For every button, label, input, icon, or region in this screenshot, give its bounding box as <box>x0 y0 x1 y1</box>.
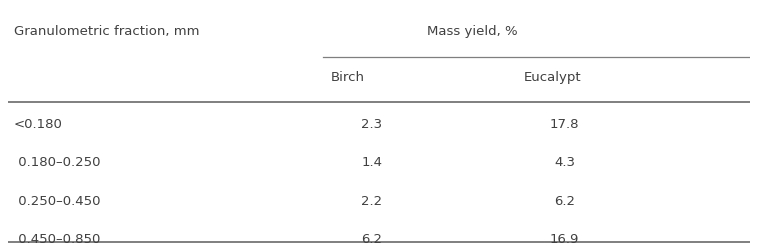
Text: 6.2: 6.2 <box>554 194 575 207</box>
Text: Eucalypt: Eucalypt <box>524 71 581 83</box>
Text: 0.450–0.850: 0.450–0.850 <box>14 232 100 245</box>
Text: Mass yield, %: Mass yield, % <box>428 25 518 38</box>
Text: 16.9: 16.9 <box>550 232 579 245</box>
Text: 4.3: 4.3 <box>554 156 575 169</box>
Text: 0.180–0.250: 0.180–0.250 <box>14 156 100 169</box>
Text: 2.2: 2.2 <box>361 194 382 207</box>
Text: 17.8: 17.8 <box>550 117 579 130</box>
Text: 0.250–0.450: 0.250–0.450 <box>14 194 100 207</box>
Text: 2.3: 2.3 <box>361 117 382 130</box>
Text: <0.180: <0.180 <box>14 117 62 130</box>
Text: 6.2: 6.2 <box>361 232 382 245</box>
Text: Granulometric fraction, mm: Granulometric fraction, mm <box>14 25 199 38</box>
Text: Birch: Birch <box>330 71 365 83</box>
Text: 1.4: 1.4 <box>361 156 382 169</box>
